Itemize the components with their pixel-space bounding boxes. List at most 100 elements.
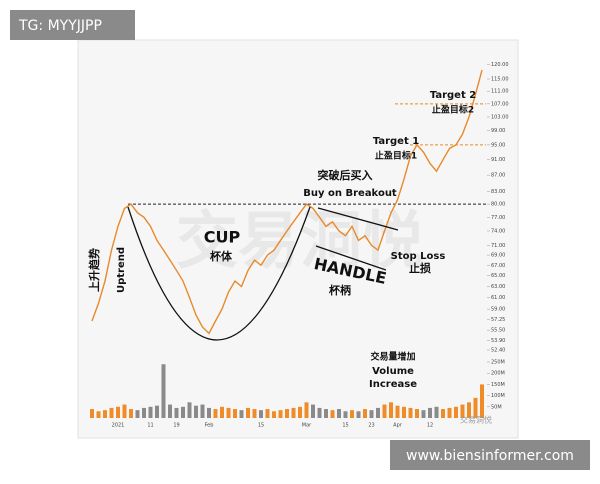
volume-bar (148, 406, 153, 418)
y-tick-label: 103.00 (491, 114, 509, 120)
y-tick-label: 71.00 (491, 243, 505, 249)
volume-bar (285, 409, 289, 418)
volume-bar (259, 410, 263, 418)
volume-bar (356, 411, 361, 418)
volume-bar (155, 405, 159, 418)
x-tick-label: 12 (427, 423, 433, 429)
volume-bar (213, 409, 218, 418)
volume-tick-label: 50M (491, 404, 502, 410)
annotation: 止盈目标2 (432, 104, 474, 116)
annotation: 突破后买入 (318, 168, 373, 182)
y-tick-label: 99.00 (491, 128, 505, 134)
volume-bar (116, 406, 120, 418)
volume-bar (395, 405, 400, 418)
volume-bar (207, 407, 211, 418)
annotation: 交易量增加 (370, 351, 415, 363)
volume-bar (129, 409, 133, 418)
volume-bar (415, 409, 419, 418)
annotation: Increase (369, 379, 417, 390)
annotation: 止盈目标1 (375, 150, 417, 162)
source-box (390, 440, 590, 470)
volume-bar (467, 402, 471, 418)
volume-bar (109, 407, 114, 418)
x-tick-label: Apr (393, 423, 403, 429)
volume-bar (220, 406, 224, 418)
badge: TG: MYYJJPP (18, 18, 102, 34)
watermark-small: 交易洞悦 (460, 415, 492, 425)
y-tick-label: 65.00 (491, 273, 505, 279)
volume-bar (161, 364, 166, 418)
y-tick-label: 80.00 (491, 202, 505, 208)
annotation: Target 2 (430, 90, 476, 101)
volume-bar (434, 406, 439, 418)
y-tick-label: 53.90 (491, 338, 505, 344)
volume-bar (291, 407, 296, 418)
volume-bar (194, 405, 198, 418)
volume-bar (402, 406, 406, 418)
y-tick-label: 63.00 (491, 284, 505, 290)
x-tick-label: 2021 (112, 423, 125, 429)
volume-bar (135, 410, 140, 418)
volume-bar (330, 410, 335, 418)
volume-bar (376, 407, 380, 418)
watermark: 交易洞悦 (176, 204, 424, 277)
annotation: Stop Loss (391, 251, 446, 262)
volume-bar (103, 410, 107, 418)
volume-bar (278, 410, 283, 418)
volume-tick-label: 200M (491, 371, 505, 377)
y-tick-label: 83.00 (491, 189, 505, 195)
x-tick-label: Mar (302, 423, 312, 429)
volume-bar (122, 404, 127, 418)
volume-bar (90, 409, 94, 418)
volume-bar (324, 409, 328, 418)
x-tick-label: Feb (205, 423, 214, 429)
y-tick-label: 111.00 (491, 89, 509, 95)
volume-bar (428, 407, 432, 418)
volume-bar (389, 402, 393, 418)
y-tick-label: 74.00 (491, 228, 505, 234)
annotation: Volume (372, 366, 414, 377)
volume-bar (96, 411, 101, 418)
y-tick-label: 67.00 (491, 263, 505, 269)
volume-bar (246, 407, 250, 418)
annotation: Uptrend (116, 247, 127, 293)
y-tick-label: 87.00 (491, 173, 505, 179)
y-tick-label: 52.40 (491, 348, 505, 354)
source: www.biensinformer.com (406, 448, 574, 464)
annotation: 杯柄 (329, 283, 351, 297)
volume-bar (460, 404, 465, 418)
volume-bar (473, 397, 478, 418)
x-tick-label: 15 (258, 423, 264, 429)
volume-tick-label: 150M (491, 382, 505, 388)
volume-bar (480, 384, 484, 418)
annotation: CUP (204, 228, 241, 247)
volume-bar (226, 407, 231, 418)
y-tick-label: 91.00 (491, 157, 505, 163)
volume-bar (363, 409, 367, 418)
volume-bar (187, 402, 192, 418)
y-tick-label: 61.00 (491, 295, 505, 301)
y-tick-label: 95.00 (491, 142, 505, 148)
cup-curve (127, 206, 311, 341)
volume-bar (447, 407, 452, 418)
annotation: 上升趋势 (87, 248, 101, 292)
y-tick-label: 120.00 (491, 62, 509, 68)
volume-bar (239, 410, 244, 418)
volume-bar (317, 407, 322, 418)
volume-bar (454, 406, 458, 418)
volume-bar (142, 407, 146, 418)
volume-bar (298, 406, 302, 418)
volume-bar (337, 409, 341, 418)
annotation: Buy on Breakout (303, 188, 397, 199)
y-tick-label: 59.00 (491, 307, 505, 313)
x-tick-label: 23 (368, 423, 374, 429)
plot: 120.00 115.00 111.00 107.00 103.00 99.00 95.00… (90, 62, 509, 429)
volume-tick-label: 100M (491, 393, 505, 399)
volume-bar (181, 406, 185, 418)
volume-bar (408, 407, 413, 418)
volume-bar (369, 410, 374, 418)
x-tick-label: 19 (173, 423, 179, 429)
badge-box (10, 10, 135, 40)
volume-bar (252, 409, 257, 418)
volume-bar (421, 410, 426, 418)
